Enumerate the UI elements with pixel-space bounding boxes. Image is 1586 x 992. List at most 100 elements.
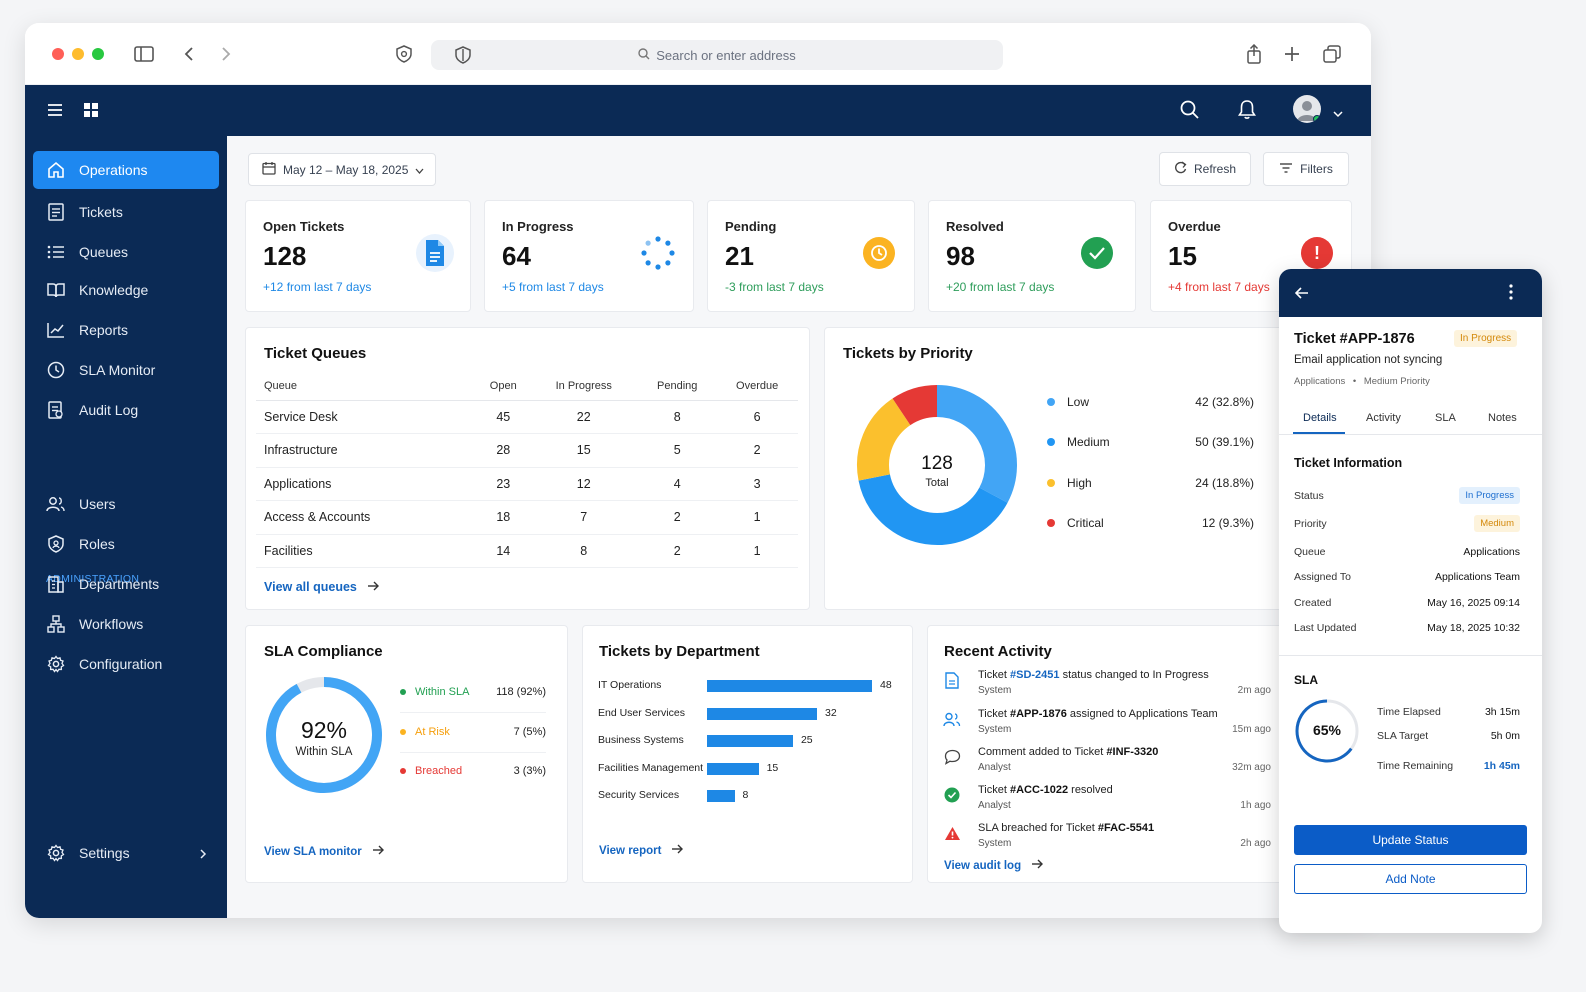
refresh-button[interactable]: Refresh xyxy=(1159,152,1251,186)
tab-notes[interactable]: Notes xyxy=(1488,412,1517,424)
table-row[interactable]: Applications 23 12 4 3 xyxy=(256,467,798,501)
kpi-delta: +5 from last 7 days xyxy=(502,280,604,294)
users-icon xyxy=(33,496,79,512)
bar[interactable] xyxy=(707,707,817,720)
date-range-picker[interactable]: May 12 – May 18, 2025 xyxy=(248,153,436,186)
sla-value: 1h 45m xyxy=(1483,760,1520,772)
donut-slice-low[interactable] xyxy=(936,385,1017,503)
sla-row-value: 3 (3%) xyxy=(513,765,546,777)
avatar[interactable] xyxy=(1293,95,1321,123)
address-bar[interactable]: Search or enter address xyxy=(431,40,1003,70)
notification-bell-icon[interactable] xyxy=(1238,99,1256,125)
sla-value: 3h 15m xyxy=(1484,706,1520,718)
tab-details[interactable]: Details xyxy=(1303,412,1337,424)
sidebar-item-reports[interactable]: Reports xyxy=(33,311,219,349)
view-report-link[interactable]: View report xyxy=(599,844,684,857)
donut-slice-high[interactable] xyxy=(857,398,911,481)
donut-slice-medium[interactable] xyxy=(858,473,1008,545)
ticket-detail-panel: Ticket #APP-1876 In Progress Email appli… xyxy=(1279,269,1542,933)
kpi-label: Resolved xyxy=(946,219,1004,234)
chevron-down-icon[interactable] xyxy=(1333,105,1343,123)
kpi-in-progress[interactable]: In Progress 64 +5 from last 7 days xyxy=(484,200,694,312)
date-range-label: May 12 – May 18, 2025 xyxy=(283,162,409,177)
back-icon[interactable] xyxy=(176,41,202,67)
more-options-icon[interactable] xyxy=(1509,284,1513,305)
sla-percent: 92% xyxy=(300,717,348,743)
card-title: Tickets by Priority xyxy=(843,345,973,362)
users-icon xyxy=(943,710,961,728)
pending-count: 5 xyxy=(638,433,717,468)
search-icon[interactable] xyxy=(1180,100,1200,125)
site-shield-icon xyxy=(455,46,471,67)
ticket-link[interactable]: #FAC-5541 xyxy=(1097,822,1155,834)
kpi-open-tickets[interactable]: Open Tickets 128 +12 from last 7 days xyxy=(245,200,471,312)
total-label: Total xyxy=(925,477,949,489)
bar[interactable] xyxy=(707,762,759,775)
sidebar-item-configuration[interactable]: Configuration xyxy=(33,645,219,683)
tabs-overview-icon[interactable] xyxy=(1319,41,1345,67)
sidebar-item-operations[interactable]: Operations xyxy=(33,151,219,189)
update-status-button[interactable]: Update Status xyxy=(1294,825,1527,855)
sla-progress-ring xyxy=(1295,699,1359,763)
view-audit-log-link[interactable]: View audit log xyxy=(944,859,1044,872)
queue-name: Applications xyxy=(256,467,478,501)
privacy-shield-icon[interactable] xyxy=(391,41,417,67)
audit-icon xyxy=(33,401,79,419)
minimize-window-button[interactable] xyxy=(72,48,84,60)
activity-item[interactable]: Ticket #SD-2451 status changed to In Pro… xyxy=(943,669,1271,707)
sidebar-item-settings[interactable]: Settings xyxy=(33,834,219,872)
open-count: 28 xyxy=(477,433,530,468)
table-row[interactable]: Access & Accounts 18 7 2 1 xyxy=(256,500,798,535)
filters-button[interactable]: Filters xyxy=(1263,152,1349,186)
sidebar-item-workflows[interactable]: Workflows xyxy=(33,605,219,643)
kpi-pending[interactable]: Pending 21 -3 from last 7 days xyxy=(707,200,915,312)
activity-item[interactable]: SLA breached for Ticket #FAC-5541 System… xyxy=(943,822,1271,860)
card-title: SLA Compliance xyxy=(264,643,383,660)
activity-item[interactable]: Ticket #ACC-1022 resolved Analyst 1h ago xyxy=(943,784,1271,822)
apps-grid-icon[interactable] xyxy=(83,102,99,123)
sidebar-item-tickets[interactable]: Tickets xyxy=(33,193,219,231)
in-progress-count: 12 xyxy=(529,467,639,501)
bar[interactable] xyxy=(707,735,793,747)
kpi-resolved[interactable]: Resolved 98 +20 from last 7 days xyxy=(928,200,1136,312)
table-row[interactable]: Infrastructure 28 15 5 2 xyxy=(256,433,798,468)
view-all-queues-link[interactable]: View all queues xyxy=(264,580,379,594)
share-icon[interactable] xyxy=(1241,41,1267,67)
queue-name: Infrastructure xyxy=(256,433,478,468)
activity-text: assigned to Applications Team xyxy=(1066,708,1218,720)
donut-slice-critical[interactable] xyxy=(892,385,938,426)
sidebar-item-queues[interactable]: Queues xyxy=(33,233,219,271)
ticket-link[interactable]: #APP-1876 xyxy=(1010,708,1067,720)
sidebar-item-knowledge[interactable]: Knowledge xyxy=(33,271,219,309)
back-arrow-icon[interactable] xyxy=(1294,286,1309,304)
close-window-button[interactable] xyxy=(52,48,64,60)
sidebar-item-roles[interactable]: Roles xyxy=(33,525,219,563)
tab-activity[interactable]: Activity xyxy=(1366,412,1401,424)
ticket-link[interactable]: #ACC-1022 xyxy=(1010,784,1069,796)
activity-time: 15m ago xyxy=(1232,724,1271,735)
maximize-window-button[interactable] xyxy=(92,48,104,60)
info-label: Queue xyxy=(1294,546,1326,558)
menu-icon[interactable] xyxy=(47,103,63,122)
comment-icon xyxy=(943,748,961,766)
add-note-button[interactable]: Add Note xyxy=(1294,864,1527,894)
ticket-link[interactable]: #SD-2451 xyxy=(1010,669,1060,681)
bar[interactable] xyxy=(707,790,735,802)
sidebar-item-departments[interactable]: Departments xyxy=(33,565,219,603)
activity-item[interactable]: Comment added to Ticket #INF-3320 Analys… xyxy=(943,746,1271,784)
new-tab-icon[interactable] xyxy=(1279,41,1305,67)
view-sla-monitor-link[interactable]: View SLA monitor xyxy=(264,845,384,858)
bar[interactable] xyxy=(707,680,872,692)
list-icon xyxy=(33,244,79,260)
table-row[interactable]: Service Desk 45 22 8 6 xyxy=(256,400,798,434)
sidebar-item-audit-log[interactable]: Audit Log xyxy=(33,391,219,429)
ticket-link[interactable]: #INF-3320 xyxy=(1106,746,1159,758)
kpi-overdue[interactable]: Overdue 15 +4 from last 7 days ! xyxy=(1150,200,1352,312)
sidebar-item-sla-monitor[interactable]: SLA Monitor xyxy=(33,351,219,389)
forward-icon[interactable] xyxy=(213,41,239,67)
sidebar-item-users[interactable]: Users xyxy=(33,485,219,523)
table-row[interactable]: Facilities 14 8 2 1 xyxy=(256,534,798,568)
tab-sla[interactable]: SLA xyxy=(1435,412,1456,424)
sidebar-toggle-icon[interactable] xyxy=(131,41,157,67)
activity-item[interactable]: Ticket #APP-1876 assigned to Application… xyxy=(943,708,1271,746)
